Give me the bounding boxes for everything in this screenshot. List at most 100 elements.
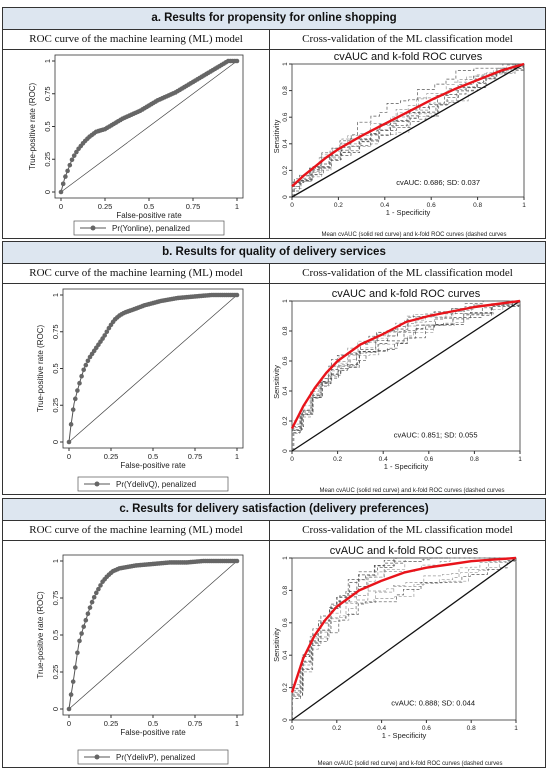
x-tick-label: 1 xyxy=(235,202,239,211)
x-tick-label: 1 xyxy=(522,202,526,209)
x-tick-label: 0.75 xyxy=(186,202,201,211)
x-axis-label: 1 - Specificity xyxy=(382,731,427,740)
x-tick-label: 0.8 xyxy=(467,725,476,732)
kfold-curve xyxy=(291,558,517,720)
plot-frame xyxy=(291,63,525,198)
x-tick-label: 0.2 xyxy=(334,202,343,209)
roc-point xyxy=(63,174,68,179)
roc-point xyxy=(96,586,101,592)
roc-point xyxy=(89,599,95,605)
x-tick-label: 0.25 xyxy=(98,202,113,211)
y-tick-label: 0.6 xyxy=(282,112,289,121)
cv-footnote: Mean cvAUC (solid red curve) and k-fold … xyxy=(317,761,502,767)
roc-point xyxy=(234,558,240,564)
x-tick-label: 0.6 xyxy=(422,725,431,732)
y-axis-label: True-positive rate (ROC) xyxy=(36,591,45,679)
y-tick-label: 0.8 xyxy=(282,86,289,95)
y-tick-label: 0.25 xyxy=(51,398,60,413)
y-tick-label: 0 xyxy=(282,195,289,199)
legend-marker xyxy=(94,481,100,487)
reference-line xyxy=(291,557,517,721)
roc-cell: 0 0.25 0.5 0.75 1 0 0.25 0.5 0.75 1 False-positive… xyxy=(3,284,270,495)
y-tick-label: 0.6 xyxy=(282,356,289,365)
y-tick-label: 0.5 xyxy=(43,121,52,131)
x-tick-label: 0.6 xyxy=(424,456,433,463)
panel-a: a. Results for propensity for online sho… xyxy=(2,7,546,239)
x-tick-label: 0.2 xyxy=(333,456,342,463)
y-tick-label: 0.75 xyxy=(51,324,60,339)
cv-cell: cvAUC and k-fold ROC curves 0 0.2 0.4 0.6 0.8… xyxy=(270,50,546,239)
y-tick-label: 0.4 xyxy=(282,650,289,659)
y-tick-label: 0.75 xyxy=(43,86,52,101)
x-tick-label: 0.4 xyxy=(377,725,386,732)
kfold-curve xyxy=(291,63,524,197)
y-tick-label: 1 xyxy=(282,556,289,560)
y-tick-label: 1 xyxy=(282,62,289,66)
kfold-curve xyxy=(292,64,525,197)
cv-header: Cross-validation of the ML classificatio… xyxy=(302,524,513,536)
legend-marker xyxy=(94,754,100,760)
y-tick-label: 0.8 xyxy=(282,586,289,595)
cv-header: Cross-validation of the ML classificatio… xyxy=(302,267,513,279)
x-axis-label: 1 - Specificity xyxy=(386,208,431,217)
x-axis-label: 1 - Specificity xyxy=(384,462,429,471)
y-axis-label: Sensitivity xyxy=(272,628,281,662)
y-tick-label: 0.25 xyxy=(51,665,60,680)
kfold-curve xyxy=(291,63,524,197)
roc-point xyxy=(66,439,72,445)
y-axis-label: Sensitivity xyxy=(272,119,281,153)
roc-point xyxy=(83,362,89,368)
roc-point xyxy=(68,422,74,427)
roc-point xyxy=(104,329,110,335)
kfold-curve xyxy=(291,300,521,451)
x-tick-label: 0 xyxy=(290,725,294,732)
y-axis-label: True-positive rate (ROC) xyxy=(36,325,45,413)
roc-point xyxy=(102,333,107,338)
cvauc-annotation: cvAUC: 0.851; SD: 0.055 xyxy=(394,431,478,440)
y-tick-label: 1 xyxy=(43,59,52,63)
x-tick-label: 0 xyxy=(59,202,63,211)
roc-chart: 0 0.25 0.5 0.75 1 0 0.25 0.5 0.75 1 False-positive… xyxy=(36,554,244,765)
x-tick-label: 1 xyxy=(235,719,239,728)
cv-cell: cvAUC and k-fold ROC curves 0 0.2 0.4 0.6 0.8… xyxy=(270,284,546,495)
x-tick-label: 0 xyxy=(290,456,294,463)
x-tick-label: 0.8 xyxy=(473,202,482,209)
x-tick-label: 1 xyxy=(235,452,239,461)
roc-chart: 0 0.25 0.5 0.75 1 0 0.25 0.5 0.75 1 False-positive… xyxy=(28,54,244,236)
kfold-curve xyxy=(293,63,524,197)
x-tick-label: 0.25 xyxy=(104,719,119,728)
roc-point xyxy=(73,396,78,402)
x-tick-label: 0 xyxy=(290,202,294,209)
roc-point xyxy=(85,358,91,364)
panel-b: b. Results for quality of delivery servi… xyxy=(2,241,546,495)
x-tick-label: 0 xyxy=(67,452,71,461)
x-tick-label: 0 xyxy=(67,719,71,728)
legend-label: Pr(YdelivP), penalized xyxy=(116,753,195,762)
kfold-curve xyxy=(291,64,525,197)
roc-point xyxy=(73,665,78,670)
y-tick-label: 0.2 xyxy=(282,166,289,175)
panel-title: c. Results for delivery satisfaction (de… xyxy=(3,499,545,521)
y-tick-label: 0.25 xyxy=(43,152,52,167)
roc-header: ROC curve of the machine learning (ML) m… xyxy=(3,30,270,49)
roc-header: ROC curve of the machine learning (ML) m… xyxy=(3,264,270,283)
x-tick-label: 0.2 xyxy=(332,725,341,732)
plot-frame xyxy=(291,300,521,452)
reference-line xyxy=(68,560,238,710)
x-tick-label: 0.6 xyxy=(427,202,436,209)
roc-point xyxy=(68,692,74,697)
y-tick-label: 0 xyxy=(43,190,52,194)
kfold-curve xyxy=(291,301,521,451)
x-tick-label: 0.75 xyxy=(188,452,203,461)
roc-point xyxy=(75,650,80,656)
panel-title: a. Results for propensity for online sho… xyxy=(3,8,545,30)
y-tick-label: 0 xyxy=(51,440,60,444)
kfold-curve xyxy=(291,63,525,197)
cv-cell: cvAUC and k-fold ROC curves 0 0.2 0.4 0.6 0.8… xyxy=(270,541,546,768)
kfold-curve xyxy=(293,63,525,197)
cv-chart: cvAUC and k-fold ROC curves 0 0.2 0.4 0.6 0.8… xyxy=(272,51,526,238)
y-tick-label: 0.75 xyxy=(51,591,60,606)
roc-point xyxy=(87,605,93,610)
cv-footnote: Mean cvAUC (solid red curve) and k-fold … xyxy=(319,488,504,494)
y-tick-label: 1 xyxy=(282,299,289,303)
